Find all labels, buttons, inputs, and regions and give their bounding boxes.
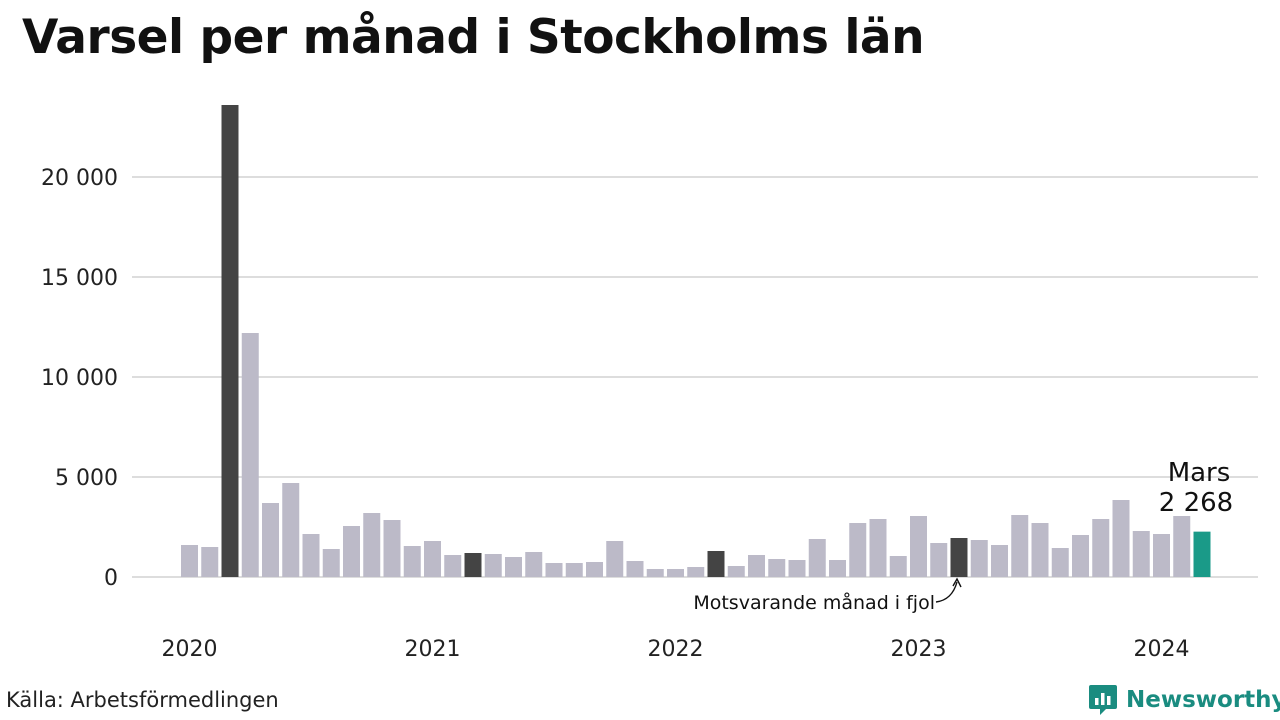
x-tick-label: 2023 xyxy=(891,637,947,662)
bar xyxy=(464,553,482,577)
bar xyxy=(788,560,806,577)
y-axis-labels: 0 5 000 10 000 15 000 20 000 xyxy=(41,166,118,591)
grid-lines xyxy=(132,176,1258,578)
bar xyxy=(1132,531,1150,577)
bar xyxy=(1092,519,1110,577)
bar xyxy=(403,546,421,577)
bar xyxy=(1072,535,1089,577)
bar xyxy=(707,551,725,577)
bar xyxy=(667,569,684,577)
bar xyxy=(1193,531,1211,577)
bar xyxy=(545,563,563,577)
bar xyxy=(302,534,320,577)
annotation-arrow-head xyxy=(952,577,962,588)
bar xyxy=(889,556,907,577)
x-axis-labels: 2020 2021 2022 2023 2024 xyxy=(162,637,1190,662)
bar xyxy=(181,545,198,577)
bar xyxy=(991,545,1008,577)
bar xyxy=(363,513,381,577)
bar xyxy=(322,549,340,577)
bar xyxy=(606,541,624,577)
bar xyxy=(1051,548,1069,577)
bar xyxy=(1031,523,1049,577)
newsworthy-logo-icon xyxy=(1089,685,1117,715)
y-tick-label: 10 000 xyxy=(41,366,118,391)
y-tick-label: 20 000 xyxy=(41,166,118,191)
bar xyxy=(748,555,765,577)
bar xyxy=(586,562,603,577)
bar xyxy=(950,538,968,577)
x-tick-label: 2022 xyxy=(648,637,704,662)
annotation-arrow-line xyxy=(935,581,958,603)
bar xyxy=(829,560,846,577)
x-tick-label: 2020 xyxy=(162,637,218,662)
bar xyxy=(808,539,826,577)
current-month-label: Mars xyxy=(1168,458,1231,488)
bar xyxy=(221,105,239,577)
y-tick-label: 15 000 xyxy=(41,266,118,291)
bar xyxy=(930,543,948,577)
bar xyxy=(444,555,462,577)
bar xyxy=(768,559,786,577)
bar xyxy=(565,563,583,577)
brand-logo[interactable]: Newsworthy xyxy=(1088,683,1280,717)
x-tick-label: 2024 xyxy=(1134,637,1190,662)
bar xyxy=(727,566,745,577)
brand-name: Newsworthy xyxy=(1126,687,1280,713)
bar xyxy=(484,554,502,577)
bar xyxy=(970,540,988,577)
chart-title: Varsel per månad i Stockholms län xyxy=(22,10,925,65)
bar xyxy=(505,557,522,577)
bar xyxy=(383,520,401,577)
bar xyxy=(525,552,543,577)
bar xyxy=(424,541,441,577)
bar xyxy=(849,523,867,577)
bar xyxy=(910,516,927,577)
bar xyxy=(1011,515,1029,577)
bar xyxy=(262,503,279,577)
bars xyxy=(181,105,1211,577)
bar xyxy=(687,567,705,577)
bar xyxy=(1153,534,1170,577)
bar xyxy=(869,519,887,577)
bar xyxy=(343,526,360,577)
current-value-label: 2 268 xyxy=(1159,488,1233,518)
bar xyxy=(201,547,219,577)
y-tick-label: 0 xyxy=(104,566,118,591)
x-tick-label: 2021 xyxy=(405,637,461,662)
y-tick-label: 5 000 xyxy=(55,466,118,491)
same-month-annotation: Motsvarande månad i fjol xyxy=(693,591,935,614)
bar xyxy=(282,483,300,577)
bar xyxy=(1173,516,1191,577)
bar xyxy=(241,333,259,577)
bar xyxy=(646,569,664,577)
bar xyxy=(626,561,644,577)
source-note: Källa: Arbetsförmedlingen xyxy=(6,688,279,712)
bar xyxy=(1112,500,1130,577)
